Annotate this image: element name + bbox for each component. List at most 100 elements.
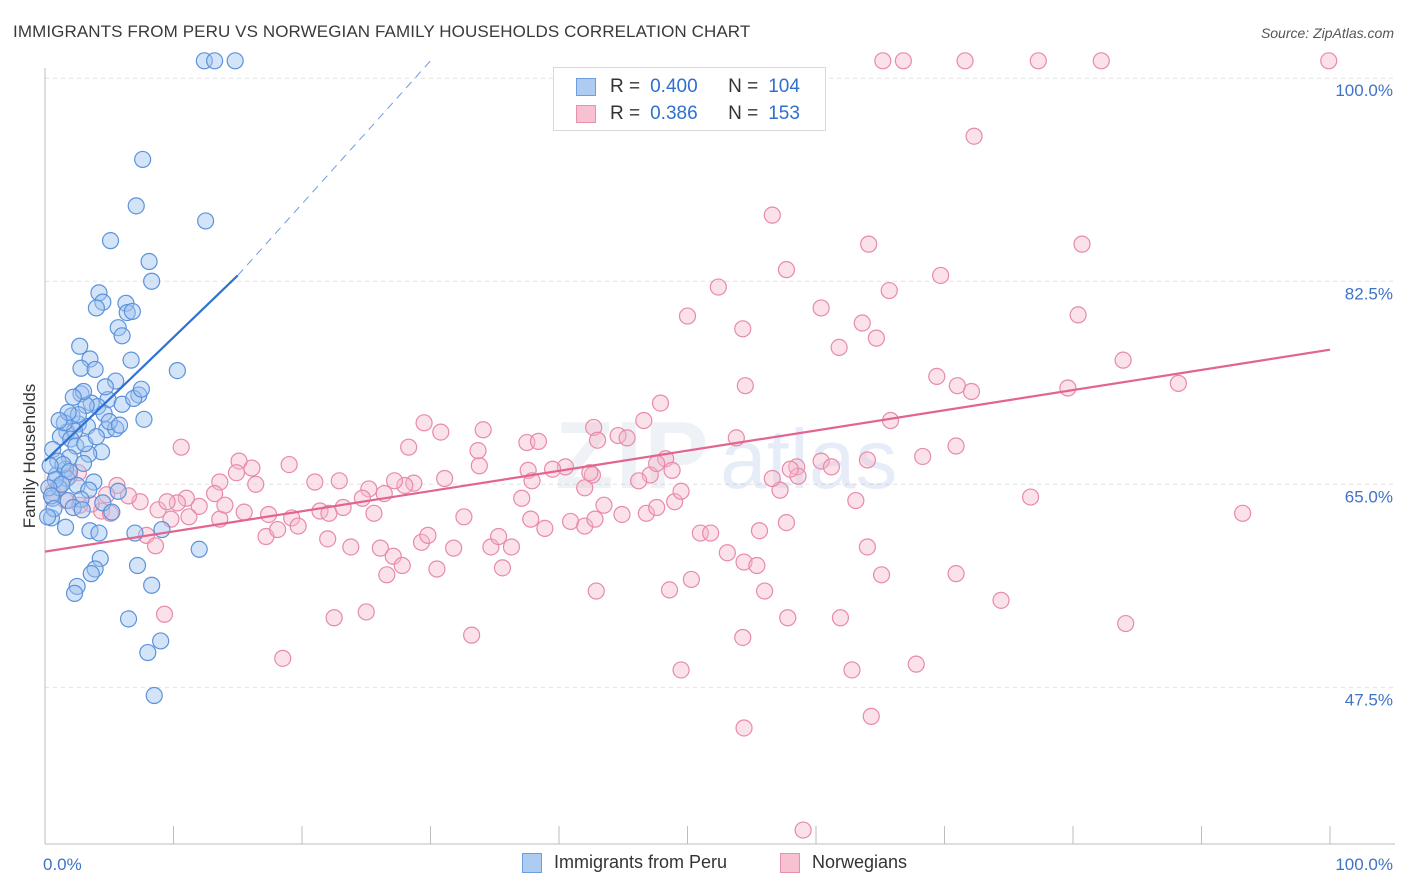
norwegians-point	[858, 451, 877, 469]
norwegians-point	[651, 394, 670, 412]
chart-title: IMMIGRANTS FROM PERU VS NORWEGIAN FAMILY…	[13, 22, 751, 41]
norwegians-point	[992, 591, 1010, 609]
norwegians-point	[748, 556, 766, 575]
y-tick-label: 47.5%	[1345, 690, 1393, 709]
norwegians-point	[289, 517, 307, 535]
watermark: ZIP atlas	[555, 402, 897, 509]
watermark-atlas: atlas	[720, 412, 897, 506]
norwegians-point	[853, 314, 871, 332]
norwegians-point	[522, 510, 540, 528]
legend-item-peru[interactable]: Immigrants from Peru	[522, 852, 727, 873]
norwegians-point	[490, 527, 508, 546]
n-label: N =	[728, 76, 759, 97]
peru-point	[110, 416, 129, 434]
x-tick-label: 100.0%	[1335, 855, 1393, 874]
norwegians-point	[216, 496, 234, 514]
y-axis-label: Family Households	[20, 383, 39, 529]
norwegians-point	[812, 452, 830, 470]
legend-item-norwegians[interactable]: Norwegians	[780, 852, 907, 873]
norwegians-point	[583, 466, 602, 484]
norwegians-point	[660, 581, 679, 599]
norwegians-point	[155, 605, 174, 623]
norwegians-point	[502, 538, 521, 556]
norwegians-point	[353, 489, 371, 507]
norwegians-point	[613, 505, 631, 524]
norwegians-point	[432, 423, 450, 441]
peru-point	[135, 410, 153, 428]
norwegians-point	[928, 367, 946, 386]
norwegians-point	[779, 609, 797, 627]
norwegians-point	[259, 505, 278, 524]
norwegians-point	[378, 566, 396, 584]
norwegians-point	[763, 469, 781, 488]
norwegians-point	[1021, 488, 1040, 506]
norwegians-point	[867, 329, 885, 347]
peru-point	[90, 524, 108, 542]
peru-point	[206, 52, 224, 70]
peru-point	[109, 319, 127, 337]
norwegians-point	[576, 479, 594, 497]
peru-point	[152, 632, 170, 650]
peru-point	[139, 643, 157, 662]
x-tick-label: 0.0%	[43, 855, 82, 874]
trend-lines	[44, 60, 1331, 553]
peru-legend-swatch	[522, 852, 542, 873]
norwegians-point	[794, 821, 812, 839]
legend-label-peru: Immigrants from Peru	[554, 852, 728, 872]
norwegians-point	[342, 538, 360, 556]
norwegians-point	[474, 421, 492, 439]
norwegians-swatch	[576, 105, 596, 123]
norwegians-point	[268, 520, 287, 539]
norwegians-point	[393, 556, 411, 575]
norwegians-point	[1169, 374, 1187, 392]
peru-point	[86, 360, 104, 379]
peru-point	[94, 293, 112, 311]
norwegians-trend-line	[44, 348, 1331, 553]
norwegians-point	[718, 544, 736, 562]
peru-point	[80, 445, 98, 463]
norwegians-point	[180, 508, 198, 526]
peru-point	[134, 150, 152, 169]
peru-point	[72, 359, 90, 377]
norwegians-point	[630, 472, 648, 490]
norwegians-point	[678, 307, 697, 325]
norwegians-point	[858, 538, 877, 556]
norwegians-point	[455, 508, 473, 526]
peru-point	[100, 413, 118, 431]
norwegians-point	[847, 491, 865, 510]
peru-point	[94, 494, 112, 512]
peru-point	[81, 350, 99, 368]
norwegians-point	[682, 570, 700, 589]
norwegians-point	[635, 411, 653, 430]
peru-point	[87, 299, 106, 317]
norwegians-point	[648, 498, 666, 517]
norwegians-point	[190, 497, 208, 515]
r-value: 0.400	[650, 76, 698, 97]
norwegians-point	[325, 609, 343, 627]
norwegians-point	[400, 438, 418, 456]
norwegians-point	[428, 560, 446, 578]
norwegians-point	[334, 498, 352, 517]
norwegians-point	[777, 261, 796, 279]
peru-point	[92, 443, 111, 461]
norwegians-point	[709, 278, 727, 296]
norwegians-point	[412, 533, 431, 551]
norwegians-point	[384, 547, 402, 565]
norwegians-point	[247, 475, 265, 493]
peru-point	[60, 462, 79, 481]
norwegians-point	[735, 553, 753, 571]
peru-point	[122, 351, 140, 369]
norwegians-point	[415, 414, 433, 432]
norwegians-point	[1320, 52, 1338, 70]
norwegians-point	[595, 496, 613, 514]
peru-point	[38, 508, 57, 526]
peru-trend-line	[44, 274, 239, 462]
norwegians-point	[371, 539, 389, 557]
norwegians-points	[44, 52, 1338, 839]
norwegians-point	[463, 626, 481, 644]
norwegians-point	[755, 582, 774, 600]
norwegians-point	[734, 628, 752, 647]
norwegians-point	[385, 472, 404, 490]
norwegians-point	[914, 447, 932, 466]
